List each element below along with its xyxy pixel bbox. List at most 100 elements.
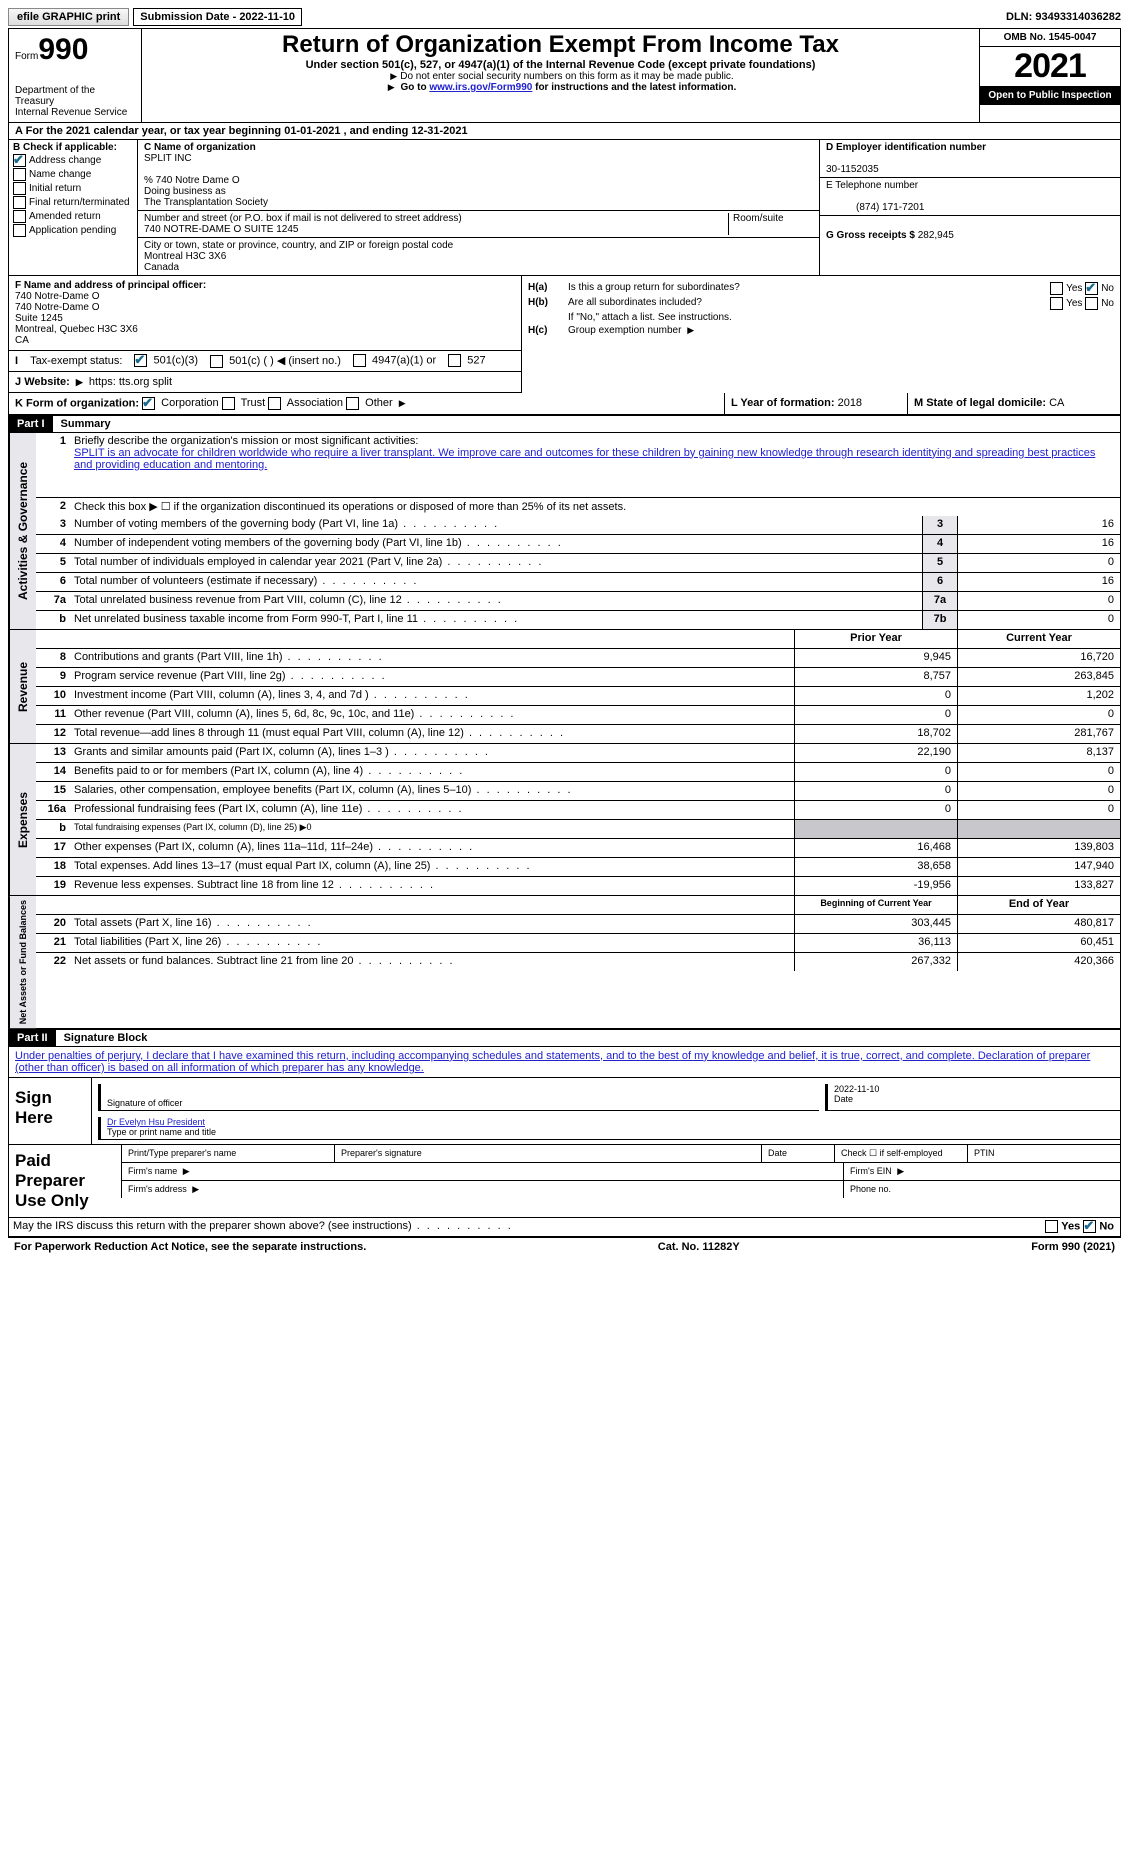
- city-value: Montreal H3C 3X6: [144, 251, 226, 262]
- line2-text: Check this box ▶ ☐ if the organization d…: [70, 498, 1120, 516]
- may-irs-text: May the IRS discuss this return with the…: [9, 1218, 948, 1236]
- summary-line: bNet unrelated business taxable income f…: [36, 610, 1120, 629]
- checkbox-item: Name change: [13, 168, 133, 181]
- part1-badge: Part I: [9, 416, 53, 432]
- footer-form: Form 990 (2021): [1031, 1241, 1115, 1253]
- summary-line: 17Other expenses (Part IX, column (A), l…: [36, 838, 1120, 857]
- fgh-block: F Name and address of principal officer:…: [9, 275, 1120, 350]
- form-label: Form: [15, 51, 38, 62]
- i-opt-4: 527: [448, 354, 485, 367]
- hdr-end: End of Year: [957, 896, 1120, 914]
- part1-title: Summary: [53, 416, 119, 432]
- summary-line: 15Salaries, other compensation, employee…: [36, 781, 1120, 800]
- i-opt-0: 501(c)(3): [134, 354, 198, 367]
- section-activities: Activities & Governance 1 Briefly descri…: [9, 433, 1120, 630]
- sig-date-cell: 2022-11-10 Date: [825, 1084, 1120, 1111]
- hdr-beg: Beginning of Current Year: [794, 896, 957, 914]
- officer-name-label: Type or print name and title: [107, 1127, 216, 1137]
- hc-label: H(c): [528, 325, 568, 336]
- header-middle: Return of Organization Exempt From Incom…: [142, 29, 979, 122]
- summary-line: 7aTotal unrelated business revenue from …: [36, 591, 1120, 610]
- sig-officer-label: Signature of officer: [107, 1098, 182, 1108]
- form-header: Form990 Department of the Treasury Inter…: [9, 29, 1120, 123]
- mission-text[interactable]: SPLIT is an advocate for children worldw…: [74, 447, 1095, 471]
- part2-badge: Part II: [9, 1030, 56, 1046]
- k-row: K Form of organization: Corporation Trus…: [9, 393, 1120, 415]
- m-value: CA: [1049, 397, 1064, 409]
- f-l1: 740 Notre-Dame O: [15, 291, 99, 302]
- l-cell: L Year of formation: 2018: [724, 393, 907, 414]
- irs-label: Internal Revenue Service: [15, 107, 135, 118]
- hdr-curr: Current Year: [957, 630, 1120, 648]
- tax-year: 2021: [980, 47, 1120, 86]
- ptin-label: PTIN: [967, 1145, 1120, 1162]
- i-label: Tax-exempt status:: [30, 355, 122, 367]
- hb-note: If "No," attach a list. See instructions…: [568, 312, 1114, 323]
- website-value: https: tts.org split: [89, 376, 172, 388]
- summary-line: 10Investment income (Part VIII, column (…: [36, 686, 1120, 705]
- sig-officer-cell: Signature of officer: [98, 1084, 819, 1111]
- k-opt-3: Other: [346, 397, 409, 409]
- org-name: SPLIT INC: [144, 153, 192, 164]
- prep-name-label: Print/Type preparer's name: [121, 1145, 334, 1162]
- prep-sig-label: Preparer's signature: [334, 1145, 761, 1162]
- k-cell: K Form of organization: Corporation Trus…: [9, 393, 724, 414]
- sign-here-label: Sign Here: [9, 1078, 91, 1144]
- note2-pre: Go to: [400, 82, 429, 93]
- part1-header: Part I Summary: [9, 415, 1120, 433]
- submission-date-box: Submission Date - 2022-11-10: [133, 8, 302, 26]
- gross-label: G Gross receipts $: [826, 230, 915, 241]
- mission-label: Briefly describe the organization's miss…: [74, 435, 418, 447]
- summary-line: bTotal fundraising expenses (Part IX, co…: [36, 819, 1120, 838]
- m-label: M State of legal domicile:: [914, 397, 1046, 409]
- form-number: Form990: [15, 33, 135, 67]
- k-opt-2: Association: [268, 397, 343, 409]
- h-cell: H(a) Is this a group return for subordin…: [522, 276, 1120, 350]
- phone-value: (874) 171-7201: [826, 202, 924, 213]
- form-num: 990: [38, 33, 88, 66]
- efile-print-button[interactable]: efile GRAPHIC print: [8, 8, 129, 26]
- org-pct: % 740 Notre Dame O: [144, 175, 240, 186]
- c-name-label: C Name of organization: [144, 142, 256, 153]
- perjury-text: Under penalties of perjury, I declare th…: [9, 1047, 1120, 1077]
- mission-cell: Briefly describe the organization's miss…: [70, 433, 1120, 497]
- hb-text: Are all subordinates included?: [568, 297, 1014, 310]
- section-expenses: Expenses 13Grants and similar amounts pa…: [9, 744, 1120, 896]
- ha-yn: Yes No: [1014, 282, 1114, 295]
- sig-name-cell: Dr Evelyn Hsu President Type or print na…: [98, 1117, 1120, 1140]
- f-l4: Montreal, Quebec H3C 3X6: [15, 324, 138, 335]
- summary-line: 3Number of voting members of the governi…: [36, 516, 1120, 534]
- firm-addr-cell: Firm's address: [121, 1181, 843, 1198]
- f-cell: F Name and address of principal officer:…: [9, 276, 522, 350]
- hc-text: Group exemption number: [568, 325, 1114, 336]
- vlabel-net: Net Assets or Fund Balances: [9, 896, 36, 1028]
- phone-label: E Telephone number: [826, 180, 918, 191]
- omb-number: OMB No. 1545-0047: [980, 29, 1120, 47]
- firm-phone-cell: Phone no.: [843, 1181, 1120, 1198]
- dept-label: Department of the Treasury: [15, 85, 135, 107]
- firm-ein-cell: Firm's EIN: [843, 1163, 1120, 1180]
- c-city-cell: City or town, state or province, country…: [138, 238, 819, 275]
- part2-title: Signature Block: [56, 1030, 156, 1046]
- hb-yn: Yes No: [1014, 297, 1114, 310]
- city-label: City or town, state or province, country…: [144, 240, 453, 251]
- tax-year-row: A For the 2021 calendar year, or tax yea…: [9, 123, 1120, 140]
- summary-line: 4Number of independent voting members of…: [36, 534, 1120, 553]
- sig-date-value: 2022-11-10: [834, 1084, 879, 1094]
- summary-line: 11Other revenue (Part VIII, column (A), …: [36, 705, 1120, 724]
- k-label: K Form of organization:: [15, 397, 139, 409]
- prep-date-label: Date: [761, 1145, 834, 1162]
- b-title: B Check if applicable:: [13, 142, 117, 153]
- i-opt-3: 4947(a)(1) or: [353, 354, 436, 367]
- l-value: 2018: [838, 397, 862, 409]
- f-label: F Name and address of principal officer:: [15, 280, 206, 291]
- checkbox-item: Initial return: [13, 182, 133, 195]
- form990-link[interactable]: www.irs.gov/Form990: [429, 82, 532, 93]
- section-netassets: Net Assets or Fund Balances Beginning of…: [9, 896, 1120, 1029]
- vlabel-expenses: Expenses: [9, 744, 36, 895]
- sig-date-label: Date: [834, 1094, 853, 1104]
- expenses-body: 13Grants and similar amounts paid (Part …: [36, 744, 1120, 895]
- row-a-text: For the 2021 calendar year, or tax year …: [26, 125, 468, 137]
- gross-value: 282,945: [918, 230, 954, 241]
- f-l3: Suite 1245: [15, 313, 63, 324]
